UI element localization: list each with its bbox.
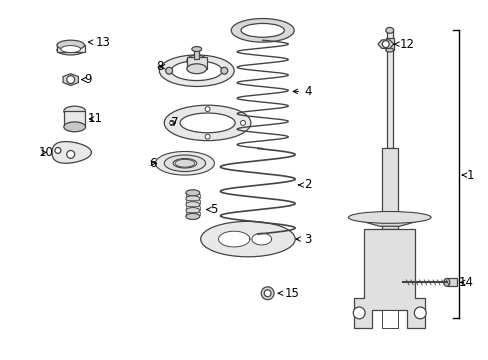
Circle shape [67, 150, 75, 158]
Polygon shape [218, 231, 249, 247]
Ellipse shape [185, 196, 199, 202]
Text: 7: 7 [170, 116, 178, 129]
Circle shape [382, 41, 388, 48]
Ellipse shape [185, 190, 199, 196]
Circle shape [240, 121, 245, 125]
Text: 12: 12 [393, 38, 414, 51]
Ellipse shape [186, 55, 206, 67]
Text: 1: 1 [466, 168, 473, 181]
Bar [381, 310, 397, 328]
Text: 10: 10 [38, 146, 53, 159]
Polygon shape [347, 217, 430, 226]
Circle shape [413, 307, 425, 319]
Ellipse shape [347, 212, 430, 223]
Text: 2: 2 [298, 179, 311, 192]
Text: 3: 3 [296, 233, 311, 246]
Text: 14: 14 [458, 276, 473, 289]
Circle shape [264, 290, 270, 297]
Ellipse shape [164, 105, 250, 141]
Ellipse shape [64, 106, 85, 116]
Text: 11: 11 [87, 112, 102, 125]
Polygon shape [63, 74, 78, 85]
Bar [185, 212, 199, 215]
Text: 5: 5 [206, 203, 218, 216]
Ellipse shape [185, 213, 199, 219]
Bar [57, 45, 84, 52]
Circle shape [204, 107, 210, 112]
Circle shape [261, 287, 273, 300]
Ellipse shape [64, 122, 85, 132]
Ellipse shape [61, 46, 81, 53]
Ellipse shape [385, 27, 393, 33]
Circle shape [55, 148, 61, 153]
Bar [64, 111, 85, 127]
Text: 15: 15 [278, 287, 299, 300]
Polygon shape [251, 233, 271, 245]
Bar [386, 30, 392, 148]
Circle shape [165, 67, 172, 74]
Bar [194, 49, 199, 59]
Text: 8: 8 [156, 60, 164, 73]
Polygon shape [377, 40, 393, 48]
Ellipse shape [385, 48, 393, 52]
Ellipse shape [200, 221, 295, 257]
Circle shape [221, 67, 227, 74]
Ellipse shape [159, 55, 234, 86]
Ellipse shape [241, 23, 284, 37]
Polygon shape [353, 229, 424, 328]
Bar [185, 194, 199, 198]
Polygon shape [52, 141, 91, 163]
Ellipse shape [185, 213, 199, 219]
Bar [185, 200, 199, 204]
Ellipse shape [57, 40, 84, 50]
Ellipse shape [231, 18, 294, 42]
Bar [385, 38, 393, 50]
Ellipse shape [173, 158, 196, 168]
Bar [186, 57, 206, 69]
Bar [446, 278, 456, 286]
Text: 4: 4 [293, 85, 311, 98]
Ellipse shape [57, 45, 84, 55]
Text: 9: 9 [81, 73, 92, 86]
Ellipse shape [185, 208, 199, 213]
Ellipse shape [186, 64, 206, 74]
Text: 6: 6 [149, 157, 157, 170]
Ellipse shape [443, 278, 449, 286]
Ellipse shape [175, 159, 194, 167]
Circle shape [67, 76, 75, 84]
Bar [185, 206, 199, 210]
Circle shape [352, 307, 365, 319]
Ellipse shape [185, 190, 199, 196]
Ellipse shape [155, 152, 214, 175]
Circle shape [204, 134, 210, 139]
Text: 13: 13 [88, 36, 110, 49]
Ellipse shape [185, 202, 199, 208]
Ellipse shape [171, 61, 222, 81]
Ellipse shape [180, 113, 235, 133]
Ellipse shape [191, 46, 201, 51]
Bar [381, 148, 397, 229]
Ellipse shape [164, 155, 205, 171]
Circle shape [169, 121, 174, 125]
